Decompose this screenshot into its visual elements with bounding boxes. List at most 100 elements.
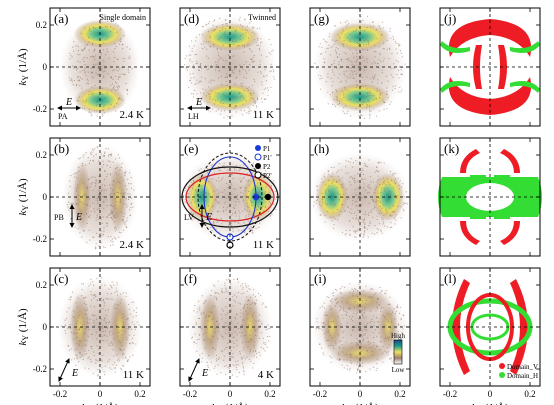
intensity-speckle bbox=[90, 183, 92, 185]
intensity-speckle bbox=[359, 225, 361, 227]
intensity-speckle bbox=[361, 336, 363, 338]
intensity-speckle bbox=[353, 307, 355, 309]
intensity-speckle bbox=[100, 52, 102, 54]
domain-h-sheet bbox=[494, 215, 510, 219]
intensity-speckle bbox=[84, 45, 86, 47]
intensity-speckle bbox=[345, 166, 347, 168]
intensity-speckle bbox=[228, 367, 230, 369]
intensity-speckle bbox=[397, 177, 399, 179]
intensity-speckle bbox=[186, 69, 188, 71]
intensity-speckle bbox=[379, 92, 381, 94]
intensity-speckle bbox=[338, 325, 340, 327]
intensity-speckle bbox=[250, 201, 252, 203]
intensity-speckle bbox=[348, 58, 350, 60]
intensity-speckle bbox=[353, 70, 355, 72]
intensity-speckle bbox=[210, 90, 212, 92]
x-axis-label: kX (1/Å) bbox=[341, 402, 379, 405]
intensity-speckle bbox=[95, 185, 97, 187]
intensity-speckle bbox=[73, 173, 75, 175]
intensity-speckle bbox=[100, 68, 102, 70]
intensity-speckle bbox=[351, 61, 353, 63]
intensity-speckle bbox=[254, 304, 256, 306]
intensity-speckle bbox=[247, 89, 249, 91]
intensity-speckle bbox=[123, 193, 125, 195]
intensity-speckle bbox=[243, 176, 245, 178]
intensity-speckle bbox=[253, 98, 255, 100]
intensity-speckle bbox=[214, 66, 216, 68]
intensity-speckle bbox=[101, 277, 103, 279]
intensity-speckle bbox=[219, 235, 221, 237]
intensity-speckle bbox=[336, 302, 338, 304]
intensity-speckle bbox=[362, 362, 364, 364]
intensity-speckle bbox=[327, 73, 329, 75]
intensity-speckle bbox=[232, 71, 234, 73]
intensity-speckle bbox=[263, 88, 265, 90]
intensity-speckle bbox=[375, 98, 377, 100]
intensity-speckle bbox=[208, 21, 210, 23]
intensity-speckle bbox=[403, 210, 405, 212]
intensity-speckle bbox=[115, 216, 117, 218]
intensity-speckle bbox=[96, 216, 98, 218]
intensity-speckle bbox=[120, 98, 122, 100]
intensity-speckle bbox=[192, 185, 194, 187]
intensity-speckle bbox=[366, 96, 368, 98]
intensity-speckle bbox=[332, 172, 334, 174]
intensity-speckle bbox=[358, 35, 360, 37]
intensity-speckle bbox=[384, 292, 386, 294]
intensity-speckle bbox=[382, 21, 384, 23]
intensity-speckle bbox=[387, 97, 389, 99]
intensity-speckle bbox=[387, 337, 389, 339]
intensity-speckle bbox=[342, 337, 344, 339]
intensity-speckle bbox=[101, 326, 103, 328]
intensity-speckle bbox=[242, 44, 244, 46]
intensity-speckle bbox=[219, 56, 221, 58]
intensity-speckle bbox=[211, 335, 213, 337]
intensity-speckle bbox=[354, 288, 356, 290]
intensity-speckle bbox=[86, 317, 88, 319]
intensity-speckle bbox=[372, 296, 374, 298]
intensity-speckle bbox=[378, 332, 380, 334]
intensity-speckle bbox=[322, 181, 324, 183]
intensity-speckle bbox=[107, 326, 109, 328]
intensity-speckle bbox=[193, 64, 195, 66]
intensity-speckle bbox=[249, 351, 251, 353]
intensity-speckle bbox=[324, 337, 326, 339]
intensity-speckle bbox=[383, 57, 385, 59]
intensity-speckle bbox=[334, 40, 336, 42]
intensity-speckle bbox=[362, 101, 364, 103]
intensity-speckle bbox=[332, 216, 334, 218]
intensity-speckle bbox=[114, 292, 116, 294]
intensity-speckle bbox=[77, 46, 79, 48]
intensity-speckle bbox=[201, 97, 203, 99]
intensity-speckle bbox=[91, 151, 93, 153]
intensity-speckle bbox=[190, 77, 192, 79]
intensity-speckle bbox=[86, 187, 88, 189]
intensity-speckle bbox=[79, 314, 81, 316]
intensity-speckle bbox=[358, 220, 360, 222]
intensity-speckle bbox=[79, 61, 81, 63]
intensity-speckle bbox=[104, 309, 106, 311]
intensity-speckle bbox=[318, 328, 320, 330]
intensity-speckle bbox=[240, 180, 242, 182]
intensity-speckle bbox=[243, 90, 245, 92]
intensity-speckle bbox=[240, 230, 242, 232]
intensity-speckle bbox=[195, 190, 197, 192]
intensity-speckle bbox=[228, 352, 230, 354]
intensity-speckle bbox=[119, 169, 121, 171]
intensity-speckle bbox=[341, 364, 343, 366]
intensity-speckle bbox=[226, 84, 228, 86]
intensity-speckle bbox=[121, 350, 123, 352]
intensity-speckle bbox=[400, 91, 402, 93]
intensity-speckle bbox=[354, 236, 356, 238]
intensity-speckle bbox=[238, 19, 240, 21]
intensity-speckle bbox=[270, 53, 272, 55]
intensity-speckle bbox=[354, 201, 356, 203]
intensity-speckle bbox=[265, 306, 267, 308]
intensity-speckle bbox=[358, 283, 360, 285]
domain-v-sheet bbox=[500, 221, 520, 245]
x-tick-label: 0 bbox=[98, 389, 103, 399]
intensity-speckle bbox=[351, 342, 353, 344]
intensity-speckle bbox=[83, 56, 85, 58]
legend-marker bbox=[254, 171, 262, 179]
